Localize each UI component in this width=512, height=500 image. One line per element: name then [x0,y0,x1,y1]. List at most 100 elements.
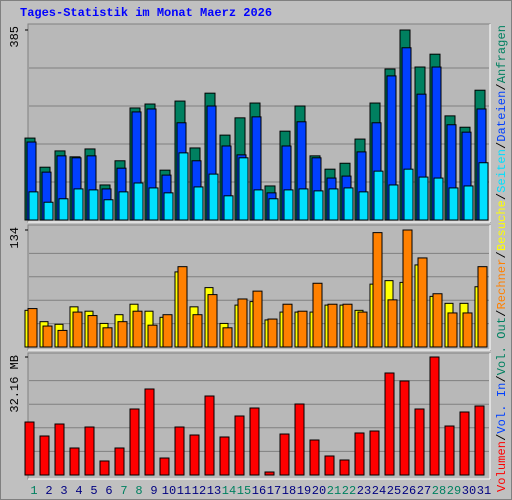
y-tick-label: 134 [8,227,22,249]
bar [192,314,203,348]
x-tick-label: 3 [60,484,67,498]
bar [223,195,234,221]
bar [43,201,54,221]
bar [477,266,488,348]
bar [418,176,429,221]
bar [42,325,53,348]
x-tick-label: 2 [45,484,52,498]
bar [474,405,485,476]
bar [133,182,144,221]
bar [204,395,215,476]
x-tick-label: 4 [75,484,82,498]
bar [27,308,38,348]
bar [444,425,455,476]
x-tick-label: 19 [297,484,311,498]
bar [462,312,473,348]
x-tick-label: 1 [30,484,37,498]
bar [354,432,365,476]
x-tick-label: 8 [135,484,142,498]
x-tick-label: 6 [105,484,112,498]
bar [222,327,233,348]
bar [478,162,489,221]
legend-entry: Rechner [495,259,509,310]
bar [88,189,99,221]
bar [339,459,350,476]
x-tick-label: 29 [447,484,461,498]
legend-separator: / [495,434,509,441]
bar [72,311,83,348]
bar [459,411,470,476]
x-tick-label: 7 [120,484,127,498]
bar [253,189,264,221]
bar [24,421,35,476]
bar [448,187,459,221]
y-tick-label: 385 [8,26,22,48]
bar [463,185,474,221]
bar [268,198,279,221]
bar [403,168,414,221]
bar [432,293,443,348]
bar [298,188,309,221]
x-tick-label: 9 [150,484,157,498]
bar [54,423,65,476]
bar [132,310,143,348]
bar [297,310,308,348]
bar [148,187,159,221]
legend: Volumen/Vol. In/Vol. Out/Rechner/Besuche… [495,25,509,492]
x-tick-label: 16 [252,484,266,498]
bar [118,191,129,221]
bar [343,187,354,221]
x-tick-label: 20 [312,484,326,498]
bar [399,380,410,476]
bar [73,188,84,221]
bar [117,321,128,348]
bar [162,314,173,348]
legend-entry: Besuche [495,200,509,251]
bar [234,415,245,476]
bar [39,435,50,476]
bar [414,408,425,476]
y-tick-label: 32.16 MB [8,355,22,413]
bar [178,152,189,221]
bar [313,190,324,221]
legend-separator: / [495,193,509,200]
title: Tages-Statistik im Monat Maerz 2026 [20,6,272,20]
legend-separator: / [495,83,509,90]
bar [328,188,339,221]
bar [402,229,413,348]
x-tick-label: 5 [90,484,97,498]
legend-entry: Anfragen [495,25,509,83]
bar [264,471,275,476]
legend-separator: / [495,142,509,149]
bar [309,439,320,476]
bar [28,191,39,221]
bar [373,170,384,221]
bar [208,173,219,221]
x-tick-label: 31 [477,484,491,498]
bar [267,318,278,348]
x-tick-label: 13 [207,484,221,498]
bar [189,434,200,476]
bar [177,266,188,348]
bar [327,303,338,348]
x-tick-label: 11 [177,484,191,498]
bar [174,426,185,476]
bar [342,303,353,348]
bar [324,455,335,476]
bar [433,177,444,221]
bar [84,426,95,476]
legend-entry: Volumen [495,441,509,492]
x-tick-label: 18 [282,484,296,498]
x-tick-label: 22 [342,484,356,498]
bar [159,457,170,476]
bar [249,407,260,476]
legend-entry: Dateien [495,91,509,142]
bar [193,186,204,221]
x-tick-label: 12 [192,484,206,498]
x-tick-label: 30 [462,484,476,498]
x-tick-label: 15 [237,484,251,498]
x-tick-label: 24 [372,484,386,498]
bar [369,430,380,476]
x-tick-label: 27 [417,484,431,498]
